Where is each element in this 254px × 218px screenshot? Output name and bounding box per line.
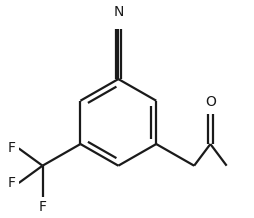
Text: F: F (39, 200, 46, 214)
Text: F: F (7, 176, 15, 190)
Text: N: N (113, 5, 123, 19)
Text: F: F (7, 141, 15, 155)
Text: O: O (205, 95, 216, 109)
